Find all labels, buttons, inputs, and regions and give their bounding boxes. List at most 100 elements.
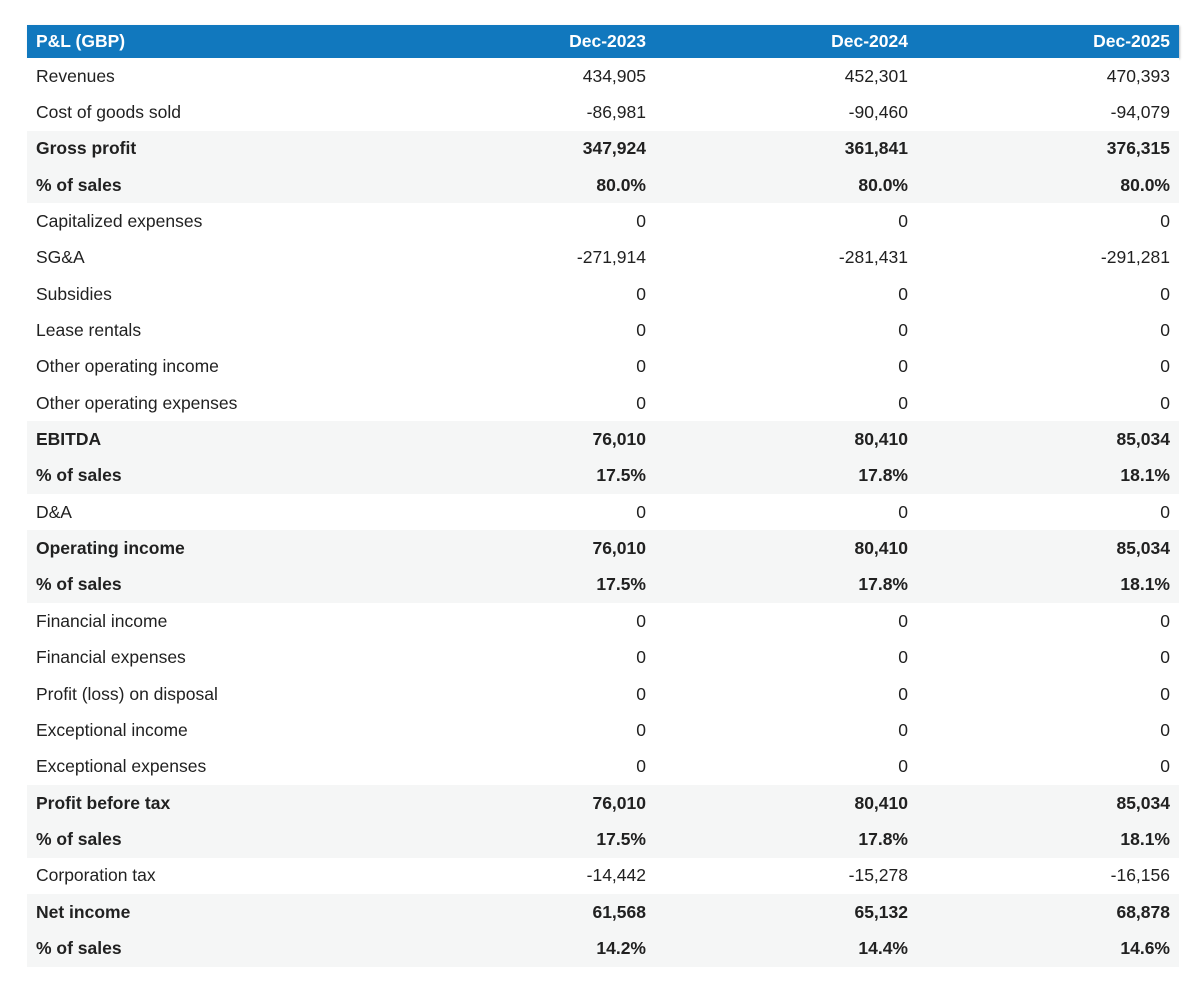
cell-value-dec-2023: -86,981 (586, 102, 646, 123)
cell-value-dec-2023: 80.0% (596, 174, 646, 195)
table-row: % of sales 17.5% 17.8% 18.1% (27, 566, 1179, 604)
cell-value-dec-2025: 85,034 (1116, 792, 1170, 813)
cell-value-dec-2023: 0 (636, 756, 646, 777)
cell-value-dec-2024: 65,132 (854, 901, 908, 922)
cell-value-dec-2025: 85,034 (1116, 429, 1170, 450)
row-label: Capitalized expenses (36, 211, 203, 232)
cell-value-dec-2023: 0 (636, 683, 646, 704)
table-row: Cost of goods sold -86,981 -90,460 -94,0… (27, 94, 1179, 131)
cell-value-dec-2024: 361,841 (844, 138, 908, 159)
cell-value-dec-2024: 0 (898, 719, 908, 740)
cell-value-dec-2024: 0 (898, 392, 908, 413)
cell-value-dec-2024: 80,410 (854, 792, 908, 813)
cell-value-dec-2025: 0 (1160, 610, 1170, 631)
table-row: Profit (loss) on disposal 0 0 0 (27, 675, 1179, 713)
row-label: Net income (36, 901, 131, 922)
cell-value-dec-2024: 0 (898, 501, 908, 522)
cell-value-dec-2025: -94,079 (1110, 102, 1170, 123)
row-label: % of sales (36, 828, 122, 849)
cell-value-dec-2025: 376,315 (1106, 138, 1170, 159)
table-row: EBITDA 76,010 80,410 85,034 (27, 421, 1179, 458)
cell-value-dec-2024: 14.4% (858, 937, 908, 958)
cell-value-dec-2023: -271,914 (576, 247, 646, 268)
table-row: Other operating income 0 0 0 (27, 348, 1179, 386)
cell-value-dec-2025: 0 (1160, 283, 1170, 304)
table-row: % of sales 14.2% 14.4% 14.6% (27, 930, 1179, 967)
cell-value-dec-2025: 0 (1160, 211, 1170, 232)
table-row: Gross profit 347,924 361,841 376,315 (27, 130, 1179, 168)
row-label: Other operating income (36, 356, 219, 377)
table-row: Operating income 76,010 80,410 85,034 (27, 530, 1179, 567)
cell-value-dec-2025: 470,393 (1106, 65, 1170, 86)
cell-value-dec-2024: 0 (898, 756, 908, 777)
cell-value-dec-2024: 452,301 (844, 65, 908, 86)
row-label: Financial expenses (36, 647, 186, 668)
cell-value-dec-2025: 0 (1160, 719, 1170, 740)
column-header-dec-2025: Dec-2025 (1093, 31, 1170, 51)
cell-value-dec-2025: 14.6% (1120, 937, 1170, 958)
table-row: % of sales 17.5% 17.8% 18.1% (27, 821, 1179, 858)
table-row: Financial income 0 0 0 (27, 603, 1179, 640)
cell-value-dec-2024: 0 (898, 283, 908, 304)
cell-value-dec-2023: 17.5% (596, 465, 646, 486)
cell-value-dec-2023: 76,010 (592, 538, 646, 559)
row-label: Financial income (36, 610, 168, 631)
table-title-cell: P&L (GBP) (36, 31, 126, 51)
table-row: Exceptional income 0 0 0 (27, 712, 1179, 749)
table-body: Revenues 434,905 452,301 470,393 Cost of… (27, 58, 1179, 967)
table-row: Corporation tax -14,442 -15,278 -16,156 (27, 857, 1179, 894)
row-label: Exceptional income (36, 719, 188, 740)
row-label: Cost of goods sold (36, 102, 181, 123)
cell-value-dec-2024: 0 (898, 320, 908, 341)
cell-value-dec-2025: 68,878 (1116, 901, 1170, 922)
cell-value-dec-2023: 76,010 (592, 792, 646, 813)
cell-value-dec-2024: 0 (898, 211, 908, 232)
cell-value-dec-2024: 80,410 (854, 538, 908, 559)
column-header-dec-2023: Dec-2023 (569, 31, 646, 51)
cell-value-dec-2023: 347,924 (582, 138, 646, 159)
row-label: Corporation tax (36, 865, 156, 886)
cell-value-dec-2024: 17.8% (858, 574, 908, 595)
table-row: Other operating expenses 0 0 0 (27, 385, 1179, 422)
cell-value-dec-2024: 0 (898, 683, 908, 704)
cell-value-dec-2024: 17.8% (858, 828, 908, 849)
cell-value-dec-2024: 0 (898, 647, 908, 668)
cell-value-dec-2025: 0 (1160, 356, 1170, 377)
cell-value-dec-2023: 0 (636, 320, 646, 341)
row-label: % of sales (36, 174, 122, 195)
cell-value-dec-2025: 0 (1160, 683, 1170, 704)
table-row: Financial expenses 0 0 0 (27, 639, 1179, 676)
row-label: Exceptional expenses (36, 756, 207, 777)
cell-value-dec-2023: 17.5% (596, 574, 646, 595)
cell-value-dec-2025: 80.0% (1120, 174, 1170, 195)
cell-value-dec-2023: 0 (636, 610, 646, 631)
cell-value-dec-2023: 0 (636, 647, 646, 668)
table-row: % of sales 17.5% 17.8% 18.1% (27, 457, 1179, 495)
cell-value-dec-2023: 434,905 (582, 65, 646, 86)
row-label: SG&A (36, 247, 85, 268)
table-row: % of sales 80.0% 80.0% 80.0% (27, 167, 1179, 204)
row-label: Profit before tax (36, 792, 171, 813)
cell-value-dec-2024: -15,278 (848, 865, 908, 886)
cell-value-dec-2024: 0 (898, 610, 908, 631)
cell-value-dec-2023: 0 (636, 211, 646, 232)
cell-value-dec-2025: 0 (1160, 320, 1170, 341)
column-header-dec-2024: Dec-2024 (831, 31, 908, 51)
cell-value-dec-2024: 80.0% (858, 174, 908, 195)
table-row: Capitalized expenses 0 0 0 (27, 203, 1179, 240)
row-label: Revenues (36, 65, 115, 86)
row-label: Subsidies (36, 283, 112, 304)
cell-value-dec-2025: 18.1% (1120, 574, 1170, 595)
row-label: % of sales (36, 937, 122, 958)
row-label: D&A (36, 501, 72, 522)
cell-value-dec-2023: 17.5% (596, 828, 646, 849)
row-label: Profit (loss) on disposal (36, 683, 218, 704)
cell-value-dec-2023: 76,010 (592, 429, 646, 450)
cell-value-dec-2024: -90,460 (848, 102, 908, 123)
table-row: D&A 0 0 0 (27, 494, 1179, 531)
cell-value-dec-2023: 0 (636, 719, 646, 740)
row-label: % of sales (36, 465, 122, 486)
cell-value-dec-2025: 0 (1160, 647, 1170, 668)
cell-value-dec-2025: 18.1% (1120, 828, 1170, 849)
cell-value-dec-2023: 0 (636, 501, 646, 522)
